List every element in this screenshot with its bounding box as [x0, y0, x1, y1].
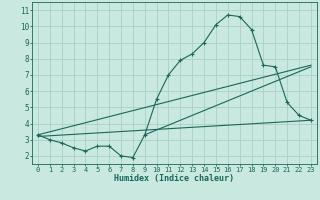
X-axis label: Humidex (Indice chaleur): Humidex (Indice chaleur) — [115, 174, 234, 183]
